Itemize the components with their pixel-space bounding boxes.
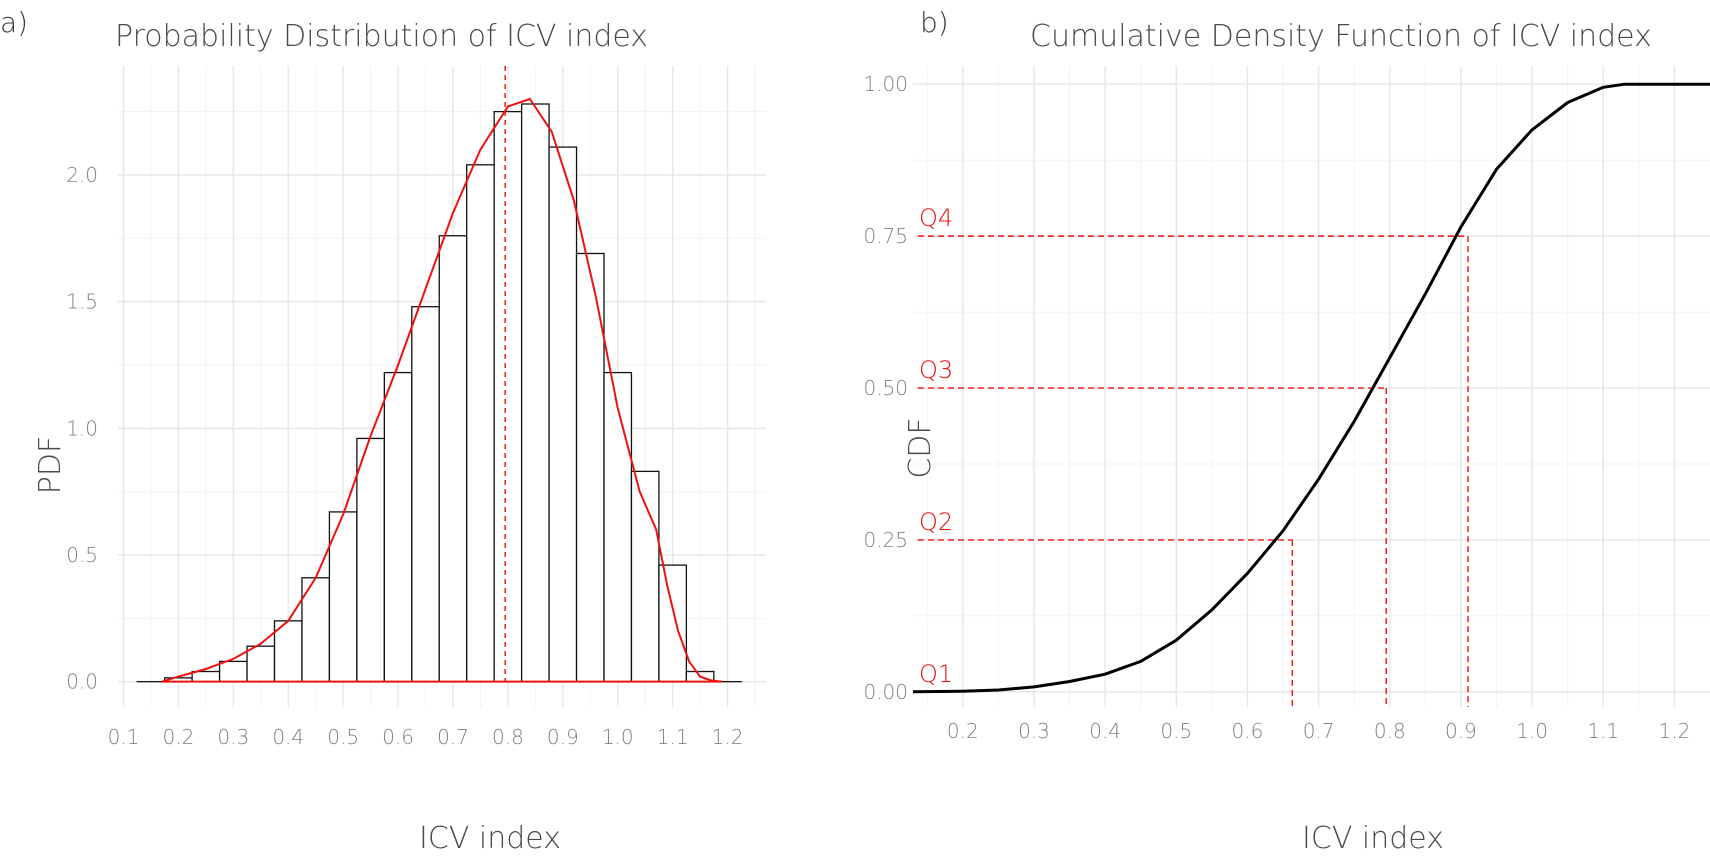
x-tick-label: 0.8 xyxy=(1374,719,1406,743)
x-tick-label: 0.3 xyxy=(1018,719,1050,743)
pdf-panel: a) Probability Distribution of ICV index… xyxy=(0,6,766,856)
y-tick-label: 0.00 xyxy=(863,680,908,704)
y-tick-label: 0.0 xyxy=(66,670,98,694)
cdf-x-axis-title: ICV index xyxy=(1302,821,1444,856)
x-tick-label: 0.7 xyxy=(1303,719,1335,743)
x-tick-label: 0.6 xyxy=(382,725,414,749)
x-tick-label: 1.0 xyxy=(602,725,634,749)
density-curve xyxy=(161,97,723,683)
x-tick-label: 0.5 xyxy=(327,725,359,749)
histogram-bar xyxy=(246,645,276,683)
histogram-bar xyxy=(493,110,523,683)
cdf-line xyxy=(912,82,1710,694)
histogram-bar xyxy=(658,564,688,683)
x-tick-label: 0.2 xyxy=(163,725,195,749)
x-tick-label: 0.8 xyxy=(492,725,524,749)
cdf-y-axis-title: CDF xyxy=(903,417,938,478)
histogram-bar xyxy=(328,511,358,683)
x-tick-label: 0.9 xyxy=(1445,719,1477,743)
histogram-bar xyxy=(273,620,303,683)
x-tick-label: 0.4 xyxy=(1089,719,1121,743)
histogram-bar xyxy=(383,371,413,683)
cdf-gridlines xyxy=(913,66,1710,707)
histogram-bar xyxy=(520,103,550,683)
cdf-x-tick-labels: 0.2 0.3 0.4 0.5 0.6 0.7 0.8 0.9 1.0 1.1 1.2 xyxy=(947,719,1690,743)
histogram-bar xyxy=(603,371,633,683)
cdf-panel: b) Cumulative Density Function of ICV in… xyxy=(863,6,1710,856)
x-tick-label: 0.4 xyxy=(272,725,304,749)
cdf-quartile-guides: Q1 Q2 Q3 Q4 xyxy=(918,204,1469,707)
histogram-bar xyxy=(218,660,248,683)
histogram-bar xyxy=(411,306,440,683)
histogram-bar xyxy=(466,164,495,683)
x-tick-label: 0.3 xyxy=(217,725,249,749)
x-tick-label: 0.9 xyxy=(547,725,579,749)
histogram-bar xyxy=(438,235,468,683)
x-tick-label: 1.2 xyxy=(712,725,744,749)
y-tick-label: 0.25 xyxy=(863,528,908,552)
pdf-x-tick-labels: 0.1 0.2 0.3 0.4 0.5 0.6 0.7 0.8 0.9 1.0 1.1 1.2 xyxy=(108,725,744,749)
y-tick-label: 0.50 xyxy=(863,376,908,400)
pdf-chart-title: Probability Distribution of ICV index xyxy=(115,19,648,54)
x-tick-label: 0.2 xyxy=(947,719,979,743)
pdf-y-axis-title: PDF xyxy=(33,436,68,494)
panel-a-tag: a) xyxy=(0,6,28,39)
y-tick-label: 1.0 xyxy=(66,416,98,440)
histogram-bar xyxy=(191,670,221,683)
histogram-bar xyxy=(548,146,578,683)
y-tick-label: 2.0 xyxy=(66,163,98,187)
quartile-label: Q4 xyxy=(919,204,953,232)
x-tick-label: 0.7 xyxy=(437,725,469,749)
x-tick-label: 0.6 xyxy=(1232,719,1264,743)
y-tick-label: 0.75 xyxy=(863,224,908,248)
cdf-y-tick-labels: 0.00 0.25 0.50 0.75 1.00 xyxy=(863,72,908,704)
pdf-histogram-bars xyxy=(136,103,742,683)
y-tick-label: 0.5 xyxy=(66,543,98,567)
x-tick-label: 1.1 xyxy=(657,725,689,749)
y-tick-label: 1.00 xyxy=(863,72,908,96)
quartile-label: Q3 xyxy=(919,356,953,384)
histogram-bar xyxy=(301,577,331,683)
x-tick-label: 1.2 xyxy=(1659,719,1691,743)
pdf-overlays xyxy=(161,66,723,683)
x-tick-label: 0.5 xyxy=(1160,719,1192,743)
quartile-label: Q2 xyxy=(919,508,953,536)
x-tick-label: 1.0 xyxy=(1516,719,1548,743)
pdf-y-tick-labels: 0.0 0.5 1.0 1.5 2.0 xyxy=(66,163,98,694)
y-tick-label: 1.5 xyxy=(66,290,98,314)
cdf-chart-title: Cumulative Density Function of ICV index xyxy=(1030,19,1652,54)
pdf-x-axis-title: ICV index xyxy=(419,821,561,856)
x-tick-label: 1.1 xyxy=(1587,719,1619,743)
histogram-bar xyxy=(356,437,385,683)
cdf-series xyxy=(912,82,1710,694)
quartile-label: Q1 xyxy=(919,660,953,688)
panel-b-tag: b) xyxy=(920,6,949,39)
x-tick-label: 0.1 xyxy=(108,725,140,749)
